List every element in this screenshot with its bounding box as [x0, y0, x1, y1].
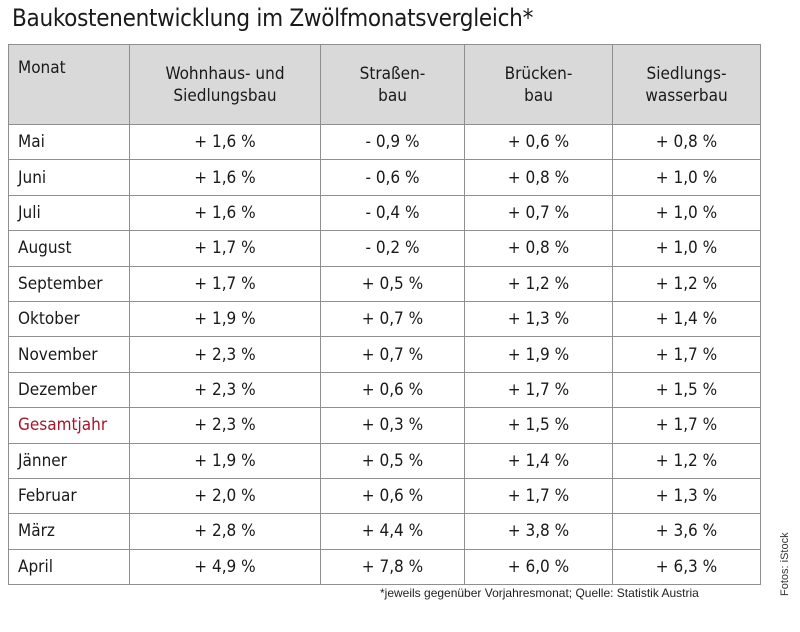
month-cell: Jänner	[8, 442, 130, 479]
month-cell: August	[8, 230, 130, 267]
header-brueckenbau: Brücken- bau	[464, 44, 613, 125]
value-cell: + 1,7 %	[612, 336, 761, 373]
month-cell: September	[8, 265, 130, 302]
header-month: Monat	[8, 44, 130, 125]
value-cell: + 1,3 %	[612, 477, 761, 515]
value-cell: + 0,8 %	[612, 123, 761, 161]
value-cell: + 1,9 %	[129, 300, 321, 338]
month-cell: Mai	[8, 123, 130, 161]
value-cell: + 4,4 %	[320, 513, 465, 550]
table-row: Jänner + 1,9 % + 0,5 % + 1,4 % + 1,2 %	[8, 442, 761, 479]
value-cell: + 0,7 %	[320, 336, 465, 373]
month-cell: Oktober	[8, 300, 130, 338]
value-cell: + 3,8 %	[464, 513, 613, 550]
value-cell: + 1,6 %	[129, 123, 321, 161]
value-cell: + 2,0 %	[129, 477, 321, 515]
header-row: Monat Wohnhaus- und Siedlungsbau Straßen…	[8, 44, 761, 125]
month-cell: Dezember	[8, 371, 130, 409]
table-row: November + 2,3 % + 0,7 % + 1,9 % + 1,7 %	[8, 336, 761, 373]
value-cell: - 0,9 %	[320, 123, 465, 161]
value-cell: + 1,2 %	[612, 265, 761, 302]
header-brueckenbau-line2: bau	[524, 85, 553, 106]
header-wohnhaus-line1: Wohnhaus- und	[165, 63, 285, 84]
value-cell: + 0,6 %	[464, 123, 613, 161]
month-cell: Juli	[8, 194, 130, 232]
value-cell: + 2,3 %	[129, 371, 321, 409]
value-cell: + 4,9 %	[129, 548, 321, 586]
header-wasserbau: Siedlungs- wasserbau	[612, 44, 761, 125]
value-cell: - 0,2 %	[320, 230, 465, 267]
cost-table: Monat Wohnhaus- und Siedlungsbau Straßen…	[8, 44, 761, 586]
table-row: Februar + 2,0 % + 0,6 % + 1,7 % + 1,3 %	[8, 477, 761, 515]
table-row: Juni + 1,6 % - 0,6 % + 0,8 % + 1,0 %	[8, 159, 761, 196]
value-cell: + 2,8 %	[129, 513, 321, 550]
value-cell: + 0,3 %	[320, 407, 465, 444]
photo-credit: Fotos: iStock	[779, 532, 791, 596]
value-cell: + 1,0 %	[612, 194, 761, 232]
value-cell: + 6,3 %	[612, 548, 761, 586]
table-row: Oktober + 1,9 % + 0,7 % + 1,3 % + 1,4 %	[8, 300, 761, 338]
header-strassenbau-line1: Straßen-	[359, 63, 426, 84]
month-cell: April	[8, 548, 130, 586]
value-cell: + 1,0 %	[612, 159, 761, 196]
table-row: März + 2,8 % + 4,4 % + 3,8 % + 3,6 %	[8, 513, 761, 550]
month-cell: Februar	[8, 477, 130, 515]
value-cell: + 2,3 %	[129, 336, 321, 373]
table-row: August + 1,7 % - 0,2 % + 0,8 % + 1,0 %	[8, 230, 761, 267]
value-cell: + 1,3 %	[464, 300, 613, 338]
month-cell: November	[8, 336, 130, 373]
value-cell: + 1,7 %	[129, 230, 321, 267]
footnote: *jeweils gegenüber Vorjahresmonat; Quell…	[380, 586, 699, 600]
value-cell: + 1,7 %	[464, 371, 613, 409]
value-cell: + 1,7 %	[129, 265, 321, 302]
value-cell: + 1,9 %	[464, 336, 613, 373]
value-cell: + 0,7 %	[320, 300, 465, 338]
value-cell: - 0,6 %	[320, 159, 465, 196]
value-cell: + 2,3 %	[129, 407, 321, 444]
value-cell: + 7,8 %	[320, 548, 465, 586]
value-cell: + 1,2 %	[464, 265, 613, 302]
header-strassenbau: Straßen- bau	[320, 44, 465, 125]
table-row: Mai + 1,6 % - 0,9 % + 0,6 % + 0,8 %	[8, 123, 761, 161]
table-row: Dezember + 2,3 % + 0,6 % + 1,7 % + 1,5 %	[8, 371, 761, 409]
header-wasserbau-line1: Siedlungs-	[646, 63, 727, 84]
value-cell: + 1,5 %	[464, 407, 613, 444]
month-cell: Juni	[8, 159, 130, 196]
value-cell: + 1,4 %	[612, 300, 761, 338]
month-cell-total: Gesamtjahr	[8, 407, 130, 444]
header-brueckenbau-line1: Brücken-	[504, 63, 573, 84]
table-row: September + 1,7 % + 0,5 % + 1,2 % + 1,2 …	[8, 265, 761, 302]
value-cell: + 0,8 %	[464, 159, 613, 196]
value-cell: + 1,4 %	[464, 442, 613, 479]
value-cell: + 1,6 %	[129, 159, 321, 196]
header-strassenbau-line2: bau	[378, 85, 407, 106]
table-row-total: Gesamtjahr + 2,3 % + 0,3 % + 1,5 % + 1,7…	[8, 407, 761, 444]
table-row: Juli + 1,6 % - 0,4 % + 0,7 % + 1,0 %	[8, 194, 761, 232]
value-cell: + 1,9 %	[129, 442, 321, 479]
table-row: April + 4,9 % + 7,8 % + 6,0 % + 6,3 %	[8, 548, 761, 586]
value-cell: + 1,7 %	[612, 407, 761, 444]
value-cell: + 0,5 %	[320, 442, 465, 479]
month-cell: März	[8, 513, 130, 550]
value-cell: + 0,8 %	[464, 230, 613, 267]
value-cell: + 6,0 %	[464, 548, 613, 586]
page-title: Baukostenentwicklung im Zwölfmonatsvergl…	[12, 4, 534, 32]
value-cell: + 0,6 %	[320, 371, 465, 409]
value-cell: + 0,5 %	[320, 265, 465, 302]
value-cell: + 3,6 %	[612, 513, 761, 550]
value-cell: + 1,6 %	[129, 194, 321, 232]
header-wasserbau-line2: wasserbau	[645, 85, 728, 106]
value-cell: + 1,0 %	[612, 230, 761, 267]
header-wohnhaus: Wohnhaus- und Siedlungsbau	[129, 44, 321, 125]
value-cell: + 1,2 %	[612, 442, 761, 479]
value-cell: + 1,5 %	[612, 371, 761, 409]
value-cell: + 0,6 %	[320, 477, 465, 515]
value-cell: - 0,4 %	[320, 194, 465, 232]
value-cell: + 1,7 %	[464, 477, 613, 515]
value-cell: + 0,7 %	[464, 194, 613, 232]
header-wohnhaus-line2: Siedlungsbau	[173, 85, 277, 106]
